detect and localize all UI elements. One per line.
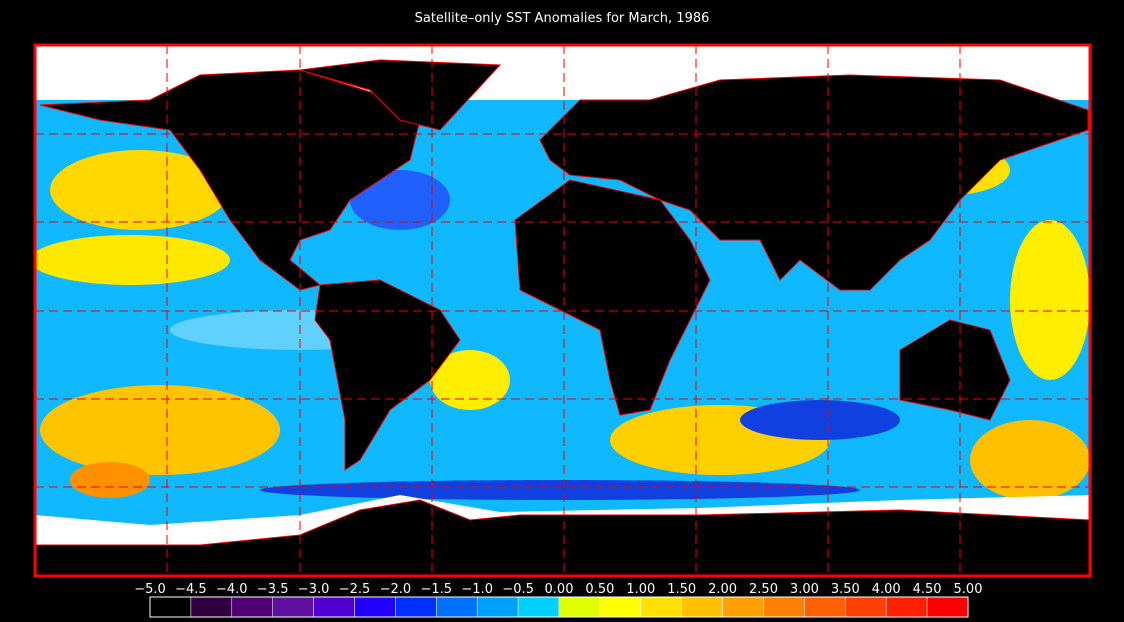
colorbar-label: −0.5 [502, 582, 534, 597]
colorbar-swatch [722, 596, 764, 618]
colorbar-swatch [681, 596, 723, 618]
colorbar-label: −3.0 [298, 582, 330, 597]
colorbar-swatch [640, 596, 682, 618]
colorbar-swatch [926, 596, 969, 618]
colorbar-swatch [845, 596, 887, 618]
colorbar-label: 0.50 [585, 582, 614, 597]
colorbar-label: −5.0 [134, 582, 166, 597]
colorbar-swatch [804, 596, 846, 618]
colorbar-label: −4.5 [175, 582, 207, 597]
africa [514, 179, 711, 416]
australia [899, 319, 1011, 421]
greenland [299, 59, 502, 131]
colorbar-swatch [558, 596, 601, 618]
colorbar-label: 5.00 [954, 582, 983, 597]
south-america [314, 279, 461, 471]
colorbar-label: 1.00 [626, 582, 655, 597]
map [35, 45, 1090, 576]
colorbar-label: 0.00 [545, 582, 574, 597]
colorbar-label: 2.50 [749, 582, 778, 597]
grid [35, 45, 1090, 576]
colorbar-swatch [599, 596, 642, 618]
colorbar-label: −2.0 [380, 582, 412, 597]
colorbar-swatch [885, 596, 928, 618]
colorbar-swatch [272, 596, 314, 618]
colorbar-swatch [517, 596, 560, 618]
map-frame [33, 43, 1092, 578]
colorbar-swatch [313, 596, 355, 618]
title: Satellite–only SST Anomalies for March, … [415, 11, 710, 26]
colorbar-label: 2.00 [708, 582, 737, 597]
colorbar-swatch [436, 596, 478, 618]
colorbar-label: −1.0 [461, 582, 493, 597]
colorbar-label: −4.0 [216, 582, 248, 597]
colorbar-label: −1.5 [421, 582, 453, 597]
colorbar-label: 3.50 [831, 582, 860, 597]
colorbar-swatch [763, 596, 805, 618]
colorbar-label: 1.50 [667, 582, 696, 597]
colorbar-swatch [190, 596, 233, 618]
colorbar-label: −2.5 [339, 582, 371, 597]
colorbar-frame [149, 596, 969, 618]
colorbar-label: −3.5 [257, 582, 289, 597]
colorbar-swatch [395, 596, 437, 618]
colorbar-swatch [149, 596, 192, 618]
colorbar-label: 4.50 [913, 582, 942, 597]
colorbar-swatch [231, 596, 273, 618]
colorbar-label: 4.00 [872, 582, 901, 597]
colorbar-swatch [354, 596, 396, 618]
colorbar-label: 3.00 [790, 582, 819, 597]
colorbar-swatch [476, 596, 519, 618]
colorbar: −5.0 −4.5 −4.0 −3.5 −3.0 −2.5 −2.0 −1.5 −1.0 −0.5… [134, 582, 983, 618]
